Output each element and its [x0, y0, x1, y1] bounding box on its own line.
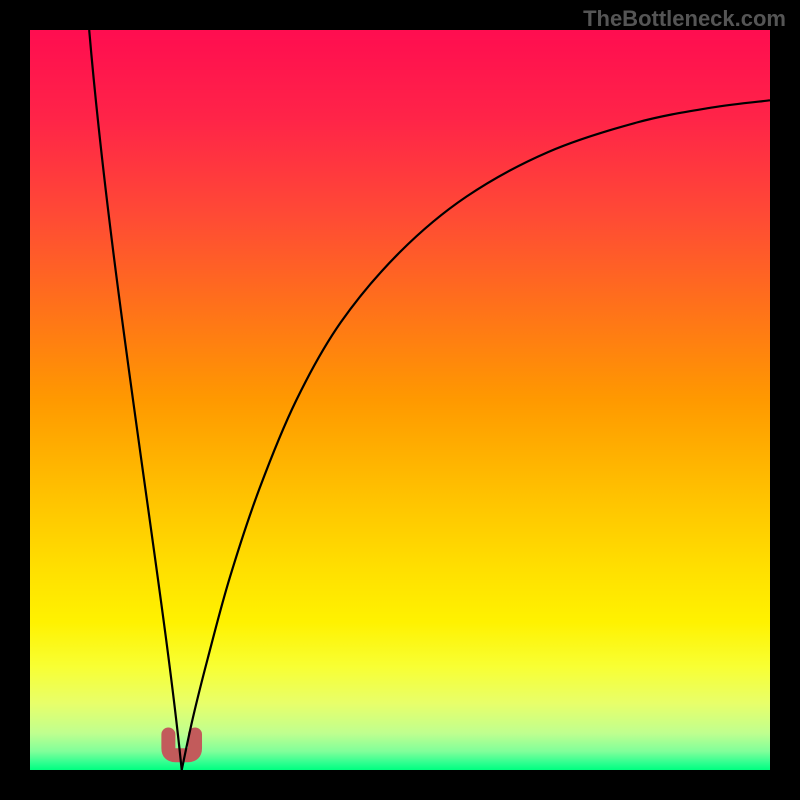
curve-layer	[30, 30, 770, 770]
figure-root: TheBottleneck.com	[0, 0, 800, 800]
curve-right-branch	[182, 100, 770, 770]
curve-left-branch	[89, 30, 182, 770]
plot-area	[30, 30, 770, 770]
dip-marker	[168, 734, 195, 755]
watermark-text: TheBottleneck.com	[583, 6, 786, 32]
